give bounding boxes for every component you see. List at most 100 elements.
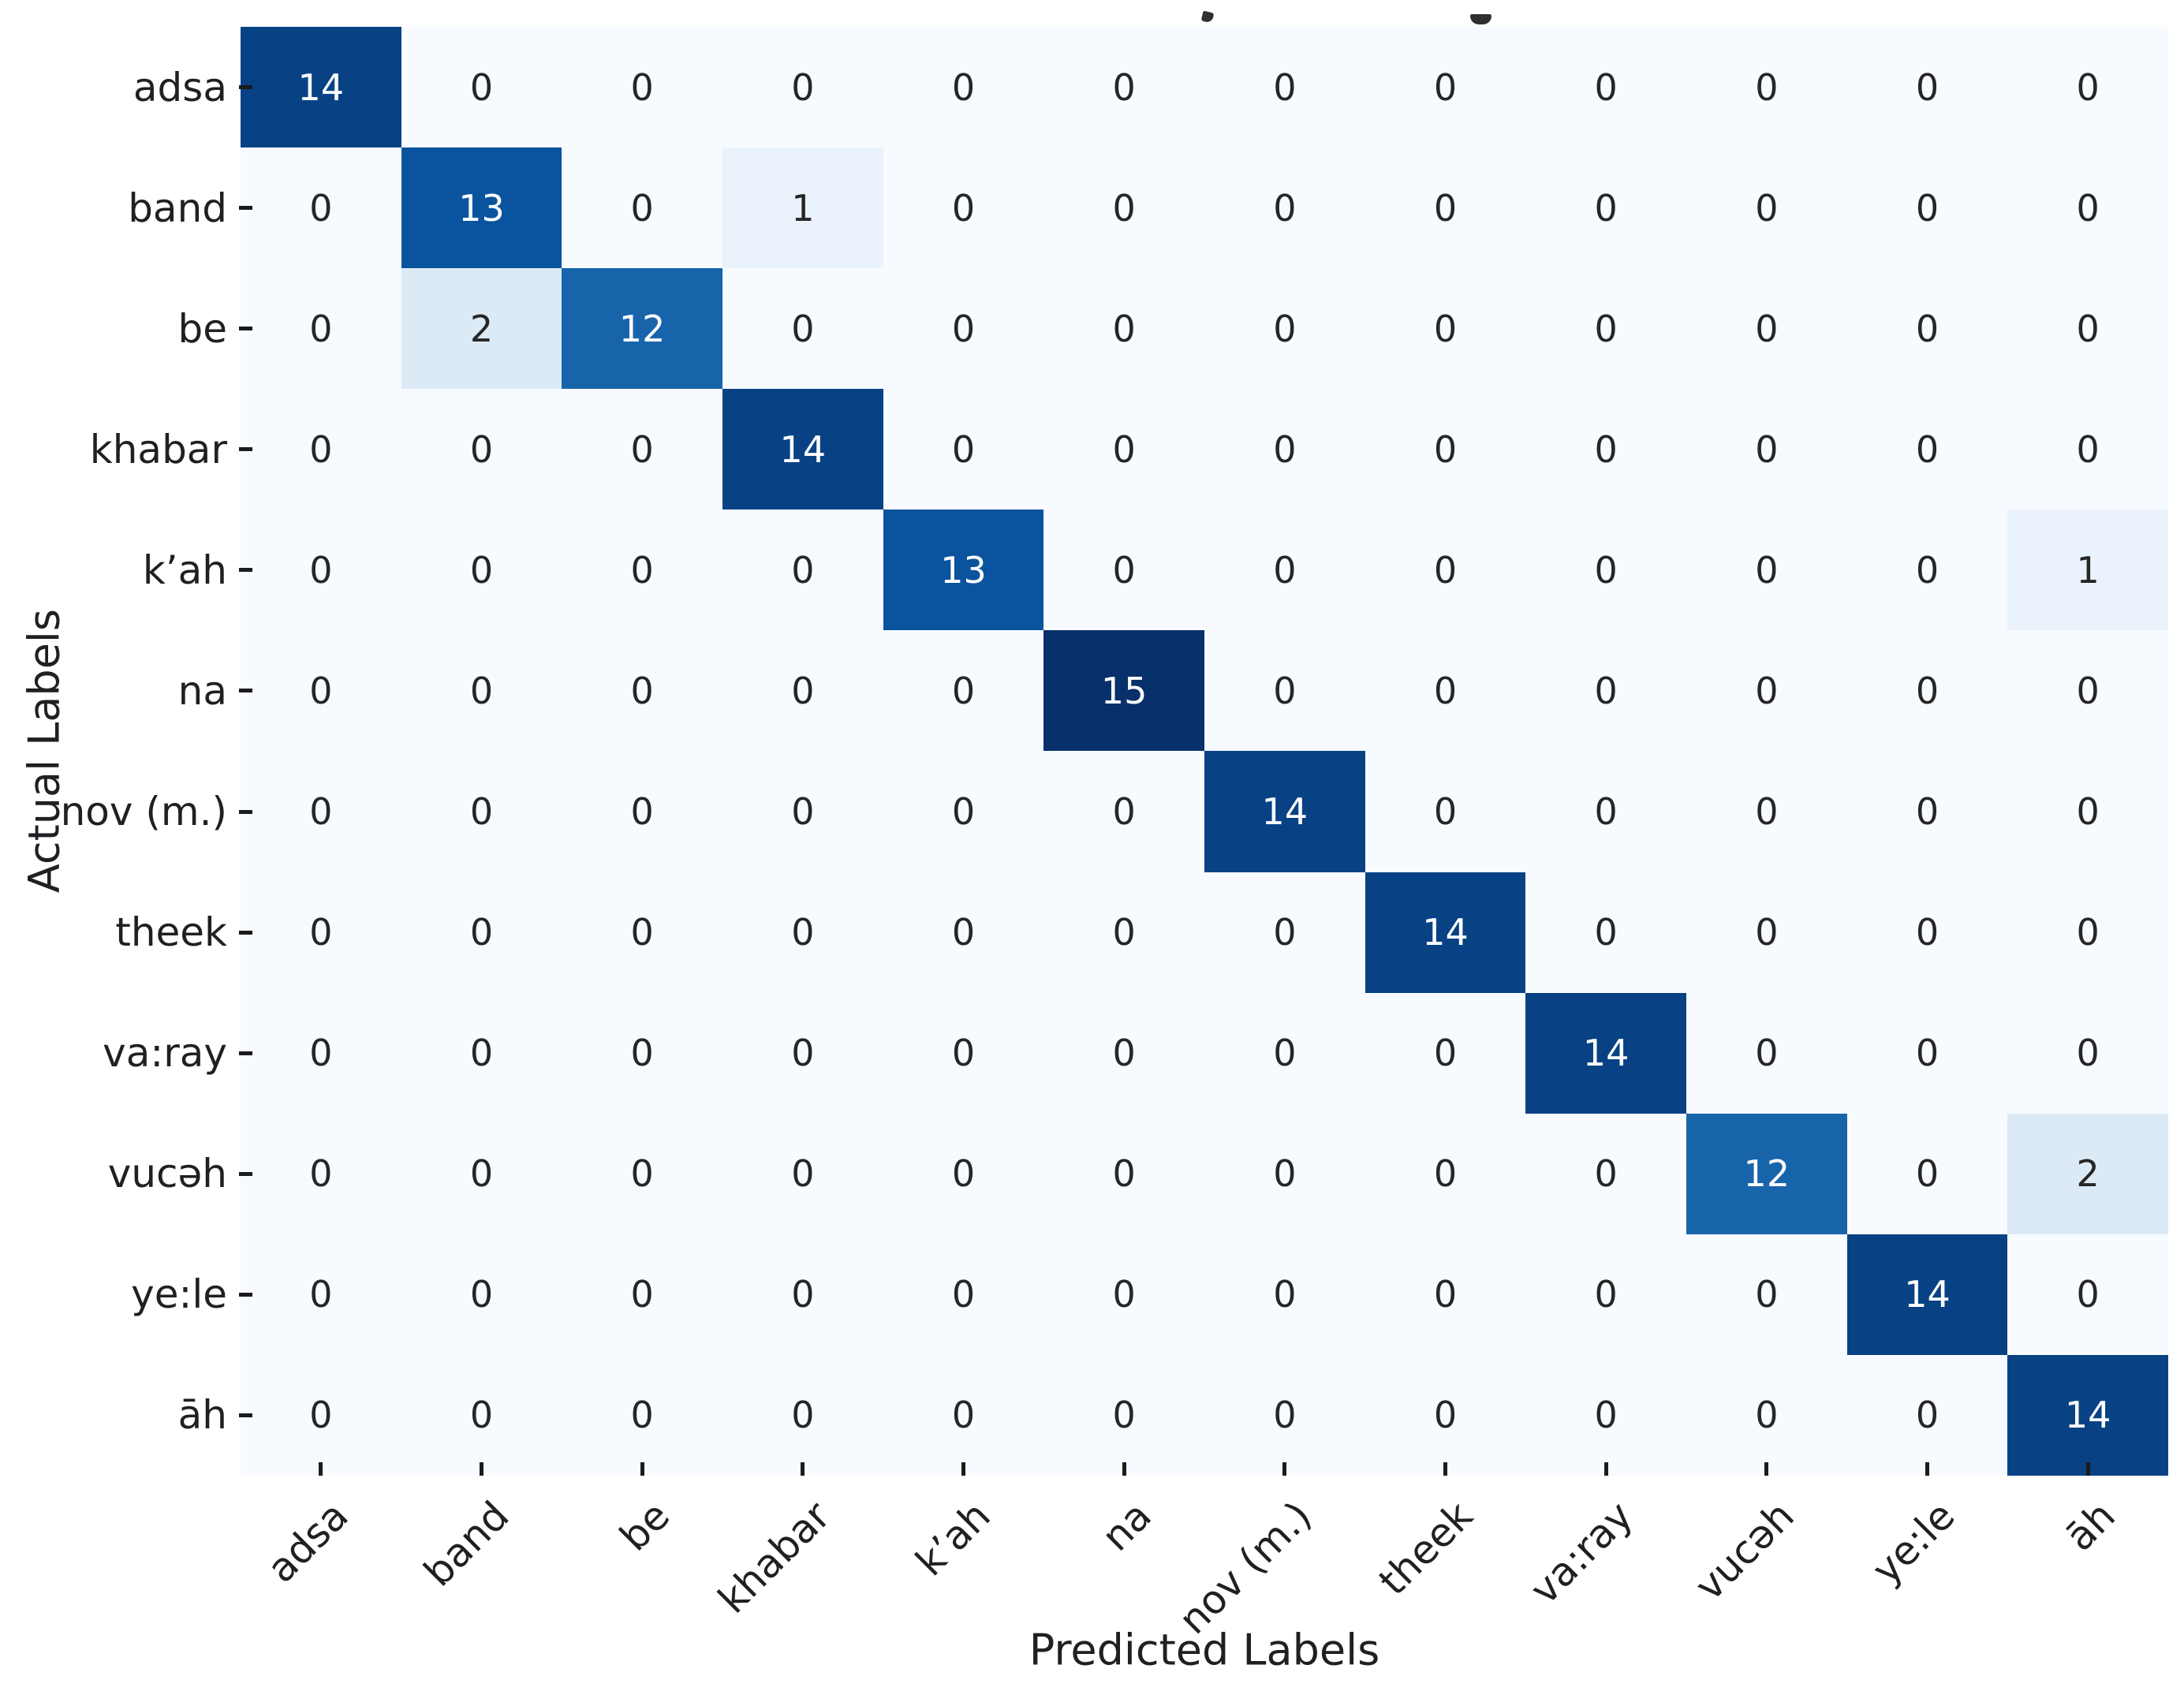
cell-value: 0 <box>791 548 815 592</box>
heatmap-cell: 0 <box>241 751 401 872</box>
heatmap-cell: 0 <box>1846 268 2008 390</box>
heatmap-cell: 0 <box>401 992 562 1114</box>
cell-value: 0 <box>1594 911 1618 954</box>
heatmap-cell: 0 <box>722 27 883 148</box>
cell-value: 14 <box>297 65 345 109</box>
cell-value: 0 <box>1433 307 1458 350</box>
heatmap-cell: 0 <box>1846 147 2008 269</box>
heatmap-cell: 0 <box>241 268 401 390</box>
cell-value: 0 <box>1915 1394 1939 1437</box>
x-tick-label: nov (m.) <box>1170 1492 1321 1644</box>
cell-value: 15 <box>1100 669 1148 712</box>
cell-value: 0 <box>791 911 815 954</box>
cell-value: 0 <box>2076 790 2100 834</box>
cell-value: 0 <box>469 1273 494 1316</box>
cell-value: 0 <box>2076 669 2100 712</box>
cell-value: 0 <box>1755 1273 1779 1316</box>
x-tick-mark <box>1603 1462 1608 1476</box>
cell-value: 0 <box>1273 1152 1297 1196</box>
heatmap-cell: 0 <box>1043 389 1204 510</box>
y-tick-label: theek <box>115 909 227 956</box>
x-tick-label: ye:le <box>1862 1492 1964 1593</box>
cell-value: 0 <box>309 307 333 350</box>
heatmap-cell: 0 <box>1043 872 1204 993</box>
cell-value: 0 <box>1755 1394 1779 1437</box>
x-tick-label: vucəh <box>1686 1492 1803 1610</box>
heatmap-cell: 0 <box>562 751 722 872</box>
cell-value: 0 <box>1112 911 1136 954</box>
x-tick-label: khabar <box>709 1492 839 1622</box>
heatmap-cell: 13 <box>883 510 1044 631</box>
heatmap-cell: 0 <box>2007 872 2168 993</box>
x-tick-label: adsa <box>258 1492 357 1592</box>
y-tick-mark <box>239 809 252 814</box>
cell-value: 0 <box>1594 1394 1618 1437</box>
cell-value: 0 <box>1755 669 1779 712</box>
x-tick-label: va:ray <box>1521 1492 1642 1614</box>
heatmap-cell: 0 <box>1846 1113 2008 1234</box>
heatmap-cell: 0 <box>241 147 401 269</box>
cell-value: 0 <box>1915 427 1939 471</box>
heatmap-cell: 0 <box>1043 751 1204 872</box>
heatmap-cell: 0 <box>1686 872 1847 993</box>
cell-value: 14 <box>2064 1394 2111 1437</box>
heatmap-cell: 0 <box>1043 1113 1204 1234</box>
x-tick-mark <box>1925 1462 1929 1476</box>
cell-value: 0 <box>1915 911 1939 954</box>
cell-value: 0 <box>791 669 815 712</box>
y-tick-mark <box>239 568 252 573</box>
heatmap-cell: 0 <box>1204 1354 1365 1476</box>
cell-value: 14 <box>1582 1032 1630 1075</box>
heatmap-cell: 0 <box>1204 27 1365 148</box>
heatmap-cell: 0 <box>1204 147 1365 269</box>
cell-value: 0 <box>1433 790 1458 834</box>
cell-value: 0 <box>1755 790 1779 834</box>
heatmap-cell: 0 <box>1525 27 1686 148</box>
cell-value: 0 <box>469 790 494 834</box>
heatmap-cell: 0 <box>1204 1234 1365 1355</box>
heatmap-cell: 0 <box>562 992 722 1114</box>
cell-value: 0 <box>1433 186 1458 230</box>
heatmap-cell: 0 <box>1043 992 1204 1114</box>
y-tick-label: āh <box>177 1392 227 1439</box>
y-tick-label: adsa <box>133 64 227 110</box>
heatmap-cell: 0 <box>401 751 562 872</box>
heatmap-cell: 0 <box>883 147 1044 269</box>
x-tick-mark <box>319 1462 323 1476</box>
heatmap-cell: 0 <box>2007 27 2168 148</box>
cropped-title-fragment <box>1200 10 1215 24</box>
cell-value: 0 <box>1433 669 1458 712</box>
heatmap-cell: 0 <box>1365 27 1526 148</box>
heatmap-cell: 0 <box>1365 630 1526 752</box>
heatmap-cell: 0 <box>1365 510 1526 631</box>
heatmap-cell: 0 <box>1686 27 1847 148</box>
heatmap-cell: 14 <box>1204 751 1365 872</box>
cell-value: 1 <box>791 186 815 230</box>
cell-value: 0 <box>630 427 654 471</box>
heatmap-cell: 0 <box>1846 510 2008 631</box>
x-tick-mark <box>640 1462 644 1476</box>
x-tick-label: band <box>415 1492 518 1596</box>
x-tick-label: na <box>1092 1492 1160 1560</box>
cell-value: 13 <box>458 186 505 230</box>
heatmap-cell: 0 <box>1525 1354 1686 1476</box>
heatmap-cell: 0 <box>1204 630 1365 752</box>
cell-value: 0 <box>469 911 494 954</box>
cell-value: 0 <box>2076 427 2100 471</box>
cell-value: 0 <box>1755 427 1779 471</box>
x-axis-title: Predicted Labels <box>1029 1625 1380 1675</box>
cell-value: 0 <box>1273 1273 1297 1316</box>
cell-value: 0 <box>1112 1394 1136 1437</box>
heatmap-cell: 0 <box>1525 751 1686 872</box>
heatmap-cell: 0 <box>1204 268 1365 390</box>
heatmap-cell: 0 <box>883 268 1044 390</box>
heatmap-cell: 0 <box>1525 389 1686 510</box>
cell-value: 0 <box>2076 186 2100 230</box>
cell-value: 0 <box>1433 1273 1458 1316</box>
cell-value: 0 <box>1594 548 1618 592</box>
heatmap-cell: 0 <box>1365 1234 1526 1355</box>
x-tick-mark <box>1764 1462 1769 1476</box>
heatmap-cell: 0 <box>883 27 1044 148</box>
heatmap-cell: 0 <box>1204 872 1365 993</box>
heatmap-cell: 0 <box>401 510 562 631</box>
